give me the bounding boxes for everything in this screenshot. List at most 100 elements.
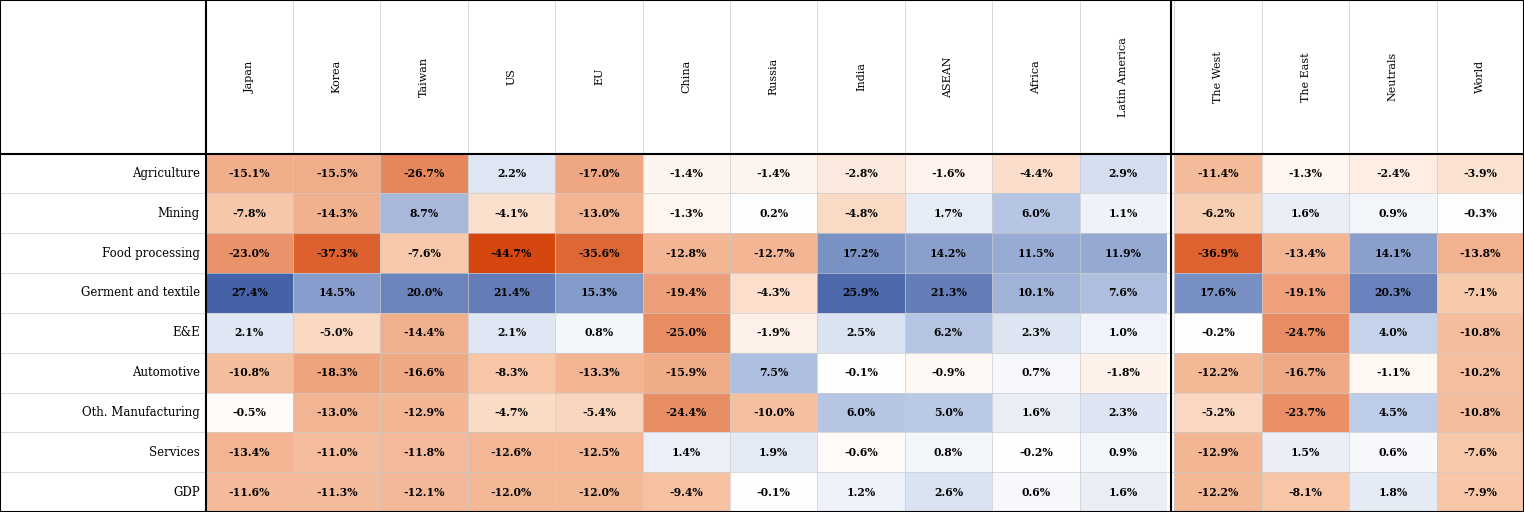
Text: The East: The East	[1300, 52, 1311, 101]
Text: -13.0%: -13.0%	[315, 407, 358, 418]
Text: -4.1%: -4.1%	[495, 208, 529, 219]
Bar	[643, 432, 730, 472]
Bar	[817, 353, 905, 393]
Text: Africa: Africa	[1030, 60, 1041, 94]
Text: -5.0%: -5.0%	[320, 327, 354, 338]
Bar	[468, 432, 555, 472]
Bar	[206, 432, 293, 472]
Text: 1.2%: 1.2%	[846, 486, 876, 498]
Text: -0.1%: -0.1%	[844, 367, 878, 378]
Text: 2.3%: 2.3%	[1108, 407, 1138, 418]
Bar	[643, 233, 730, 273]
Text: 2.5%: 2.5%	[846, 327, 876, 338]
Text: -4.3%: -4.3%	[757, 287, 791, 298]
Text: 0.9%: 0.9%	[1108, 447, 1138, 458]
Text: 11.9%: 11.9%	[1105, 248, 1141, 259]
Bar	[1079, 154, 1167, 194]
Bar	[293, 432, 381, 472]
Bar	[730, 432, 817, 472]
Text: ASEAN: ASEAN	[943, 56, 954, 98]
Bar	[293, 233, 381, 273]
Bar	[555, 154, 643, 194]
Bar	[992, 273, 1079, 313]
Text: 4.5%: 4.5%	[1378, 407, 1408, 418]
Text: Russia: Russia	[768, 58, 779, 95]
Text: China: China	[681, 60, 692, 93]
Text: The West: The West	[1213, 51, 1224, 103]
Bar	[1437, 432, 1524, 472]
Bar	[381, 273, 468, 313]
Bar	[206, 393, 293, 432]
Text: -8.3%: -8.3%	[495, 367, 529, 378]
Text: -18.3%: -18.3%	[315, 367, 358, 378]
Text: 0.6%: 0.6%	[1021, 486, 1050, 498]
Bar	[1175, 393, 1262, 432]
Bar	[643, 154, 730, 194]
Bar	[1437, 353, 1524, 393]
Text: -16.6%: -16.6%	[404, 367, 445, 378]
Text: -12.2%: -12.2%	[1198, 486, 1239, 498]
Bar	[206, 353, 293, 393]
Text: Oth. Manufacturing: Oth. Manufacturing	[82, 406, 200, 419]
Text: 1.6%: 1.6%	[1291, 208, 1320, 219]
Text: -12.2%: -12.2%	[1198, 367, 1239, 378]
Bar	[1262, 353, 1349, 393]
Text: -7.6%: -7.6%	[407, 248, 440, 259]
Bar	[1349, 273, 1437, 313]
Text: 1.5%: 1.5%	[1291, 447, 1320, 458]
Text: -13.3%: -13.3%	[578, 367, 620, 378]
Bar	[643, 313, 730, 353]
Text: -14.3%: -14.3%	[315, 208, 358, 219]
Bar	[293, 393, 381, 432]
Bar	[730, 393, 817, 432]
Text: -11.8%: -11.8%	[404, 447, 445, 458]
Bar	[992, 233, 1079, 273]
Bar	[1079, 472, 1167, 512]
Text: GDP: GDP	[174, 485, 200, 499]
Text: -44.7%: -44.7%	[491, 248, 532, 259]
Bar	[817, 233, 905, 273]
Bar	[905, 353, 992, 393]
Bar	[730, 313, 817, 353]
Bar	[1079, 393, 1167, 432]
Text: -25.0%: -25.0%	[666, 327, 707, 338]
Text: 0.9%: 0.9%	[1378, 208, 1408, 219]
Bar	[817, 273, 905, 313]
Bar	[381, 472, 468, 512]
Text: -12.0%: -12.0%	[491, 486, 532, 498]
Bar	[730, 353, 817, 393]
Text: -1.6%: -1.6%	[931, 168, 965, 179]
Text: -15.1%: -15.1%	[229, 168, 270, 179]
Text: -0.5%: -0.5%	[233, 407, 267, 418]
Text: E&E: E&E	[172, 326, 200, 339]
Bar	[1262, 472, 1349, 512]
Text: -4.7%: -4.7%	[495, 407, 529, 418]
Text: 0.8%: 0.8%	[584, 327, 614, 338]
Text: 21.4%: 21.4%	[494, 287, 530, 298]
Bar	[381, 393, 468, 432]
Bar	[1437, 154, 1524, 194]
Text: -0.2%: -0.2%	[1020, 447, 1053, 458]
Text: -13.4%: -13.4%	[1285, 248, 1326, 259]
Text: India: India	[856, 62, 866, 91]
Bar	[555, 273, 643, 313]
Text: -11.3%: -11.3%	[315, 486, 358, 498]
Text: -24.7%: -24.7%	[1285, 327, 1326, 338]
Text: -1.1%: -1.1%	[1376, 367, 1410, 378]
Text: -16.7%: -16.7%	[1285, 367, 1326, 378]
Text: 6.0%: 6.0%	[846, 407, 876, 418]
Text: -0.2%: -0.2%	[1201, 327, 1234, 338]
Text: 6.2%: 6.2%	[934, 327, 963, 338]
Text: -7.6%: -7.6%	[1463, 447, 1497, 458]
Text: -11.4%: -11.4%	[1198, 168, 1239, 179]
Text: -12.7%: -12.7%	[753, 248, 794, 259]
Bar	[817, 154, 905, 194]
Bar	[992, 393, 1079, 432]
Text: -35.6%: -35.6%	[578, 248, 620, 259]
Text: -3.9%: -3.9%	[1463, 168, 1497, 179]
Text: -7.1%: -7.1%	[1463, 287, 1497, 298]
Bar	[468, 393, 555, 432]
Bar	[206, 472, 293, 512]
Text: -15.5%: -15.5%	[315, 168, 358, 179]
Bar	[1437, 194, 1524, 233]
